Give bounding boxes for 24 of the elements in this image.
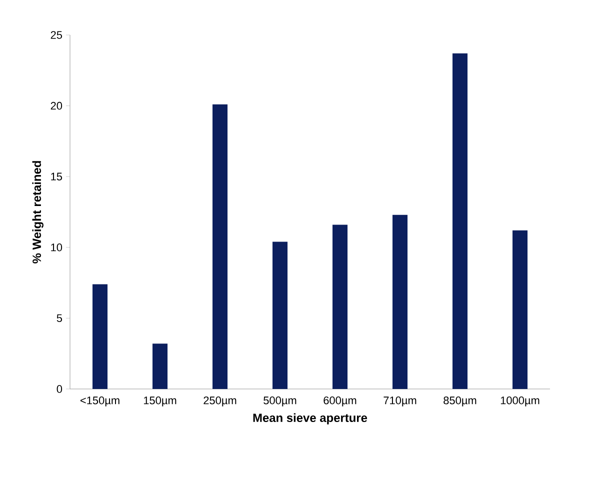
bar [512,230,528,389]
y-axis-title: % Weight retained [32,161,44,264]
bar [92,284,108,389]
y-tick-label: 0 [56,385,62,393]
y-tick-label: 20 [50,102,62,110]
x-tick-label: <150µm [80,396,120,406]
bar [332,224,348,389]
x-tick-label: 250µm [204,396,236,406]
x-tick-label: 850µm [444,396,476,406]
y-tick-label: 25 [50,31,62,39]
x-tick-label: 150µm [144,396,176,406]
x-tick-label: 710µm [384,396,416,406]
x-tick-label: 500µm [264,396,296,406]
y-tick-label: 5 [56,314,62,322]
bar [272,242,288,389]
bar [452,53,468,389]
x-tick-label: 1000µm [500,396,540,406]
bar [212,104,228,389]
y-tick-label: 10 [51,244,62,252]
y-tick-label: 15 [51,172,62,180]
x-tick-label: 600µm [324,396,356,406]
bar [392,214,408,389]
x-axis-title: Mean sieve aperture [253,413,368,424]
bar [152,344,168,389]
